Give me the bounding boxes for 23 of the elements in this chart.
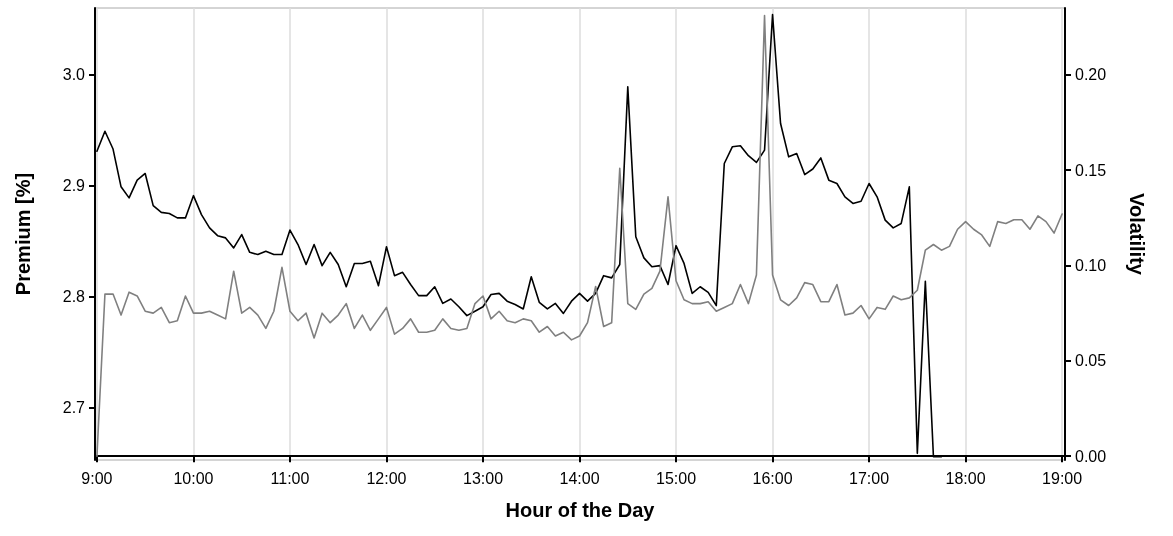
y2-axis-title: Volatility: [1126, 193, 1148, 276]
y-tick-label: 2.8: [62, 288, 86, 306]
x-tick-label: 14:00: [559, 469, 600, 487]
x-axis-title: Hour of the Day: [505, 499, 656, 521]
y2-tick-label: 0.05: [1075, 352, 1107, 370]
x-tick-label: 10:00: [173, 469, 214, 487]
x-tick-label: 13:00: [462, 469, 504, 487]
x-tick-label: 12:00: [366, 469, 407, 487]
x-tick-label: 9:00: [81, 469, 113, 487]
y-tick-label: 2.7: [62, 399, 86, 417]
y2-tick-label: 0.10: [1075, 256, 1107, 274]
y-tick-label: 3.0: [62, 66, 86, 84]
x-tick-label: 11:00: [270, 469, 310, 487]
y-tick-label: 2.9: [62, 177, 86, 195]
x-tick-label: 16:00: [752, 469, 793, 487]
x-tick-label: 19:00: [1042, 469, 1083, 487]
y2-tick-label: 0.15: [1075, 161, 1107, 179]
y-axis-title: Premium [%]: [12, 172, 34, 296]
x-tick-label: 18:00: [945, 469, 986, 487]
x-tick-label: 17:00: [849, 469, 890, 487]
y2-tick-label: 0.00: [1075, 447, 1107, 465]
x-tick-label: 15:00: [656, 469, 697, 487]
y2-tick-label: 0.20: [1075, 66, 1107, 84]
